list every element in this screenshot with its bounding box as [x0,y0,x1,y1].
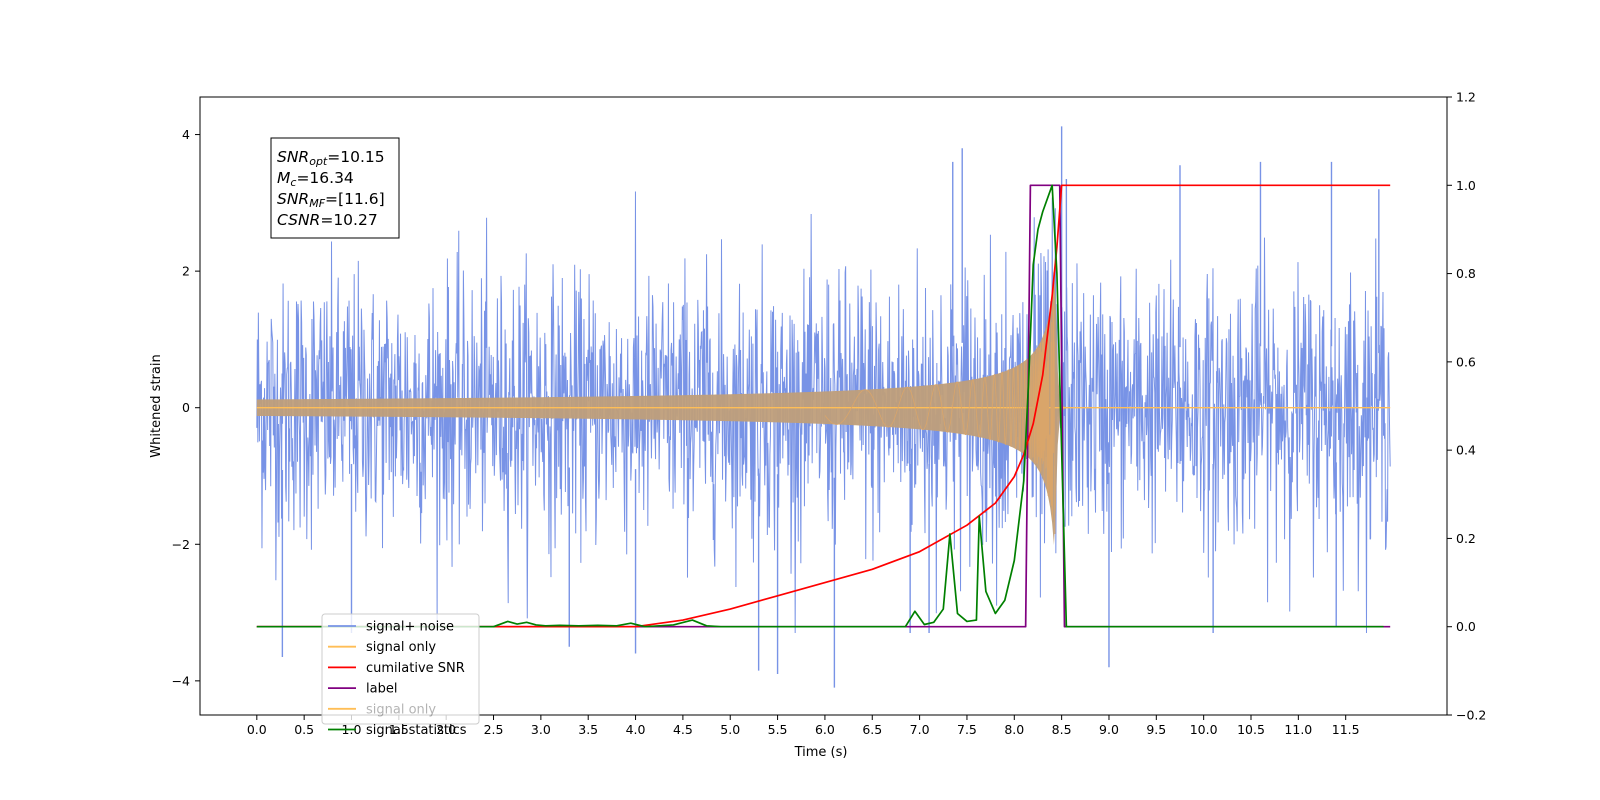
series-layer [256,126,1391,688]
y-left-tick-label: 4 [182,127,190,142]
y-right-tick-label: 0.2 [1456,531,1476,546]
x-tick-label: 0.5 [294,722,314,737]
x-tick-label: 0.0 [247,722,267,737]
y-left-tick-label: 0 [182,400,190,415]
y-axis-left: −4 −2 0 2 4 [172,127,200,688]
legend: signal+ noise signal only cumilative SNR la… [321,613,480,738]
x-tick-label: 9.5 [1146,722,1166,737]
y-axis-right: −0.2 0.0 0.2 0.4 0.6 0.8 1.0 1.2 [1447,90,1486,723]
x-tick-label: 8.5 [1052,722,1072,737]
annotation-frame [270,137,400,239]
plot-frame [199,96,1448,716]
series-signal-only-oscillation [824,275,1056,535]
annotation-line: CSNR=10.27 [277,211,378,229]
x-tick-label: 7.0 [910,722,930,737]
y-left-tick-label: 2 [182,264,190,279]
legend-entry: signal only [366,702,436,717]
x-tick-label: 8.0 [1004,722,1024,737]
x-tick-label: 2.5 [484,722,504,737]
x-tick-label: 11.5 [1332,722,1360,737]
y-right-tick-label: 0.4 [1456,443,1476,458]
legend-entry: label [366,682,397,697]
x-tick-label: 10.0 [1190,722,1218,737]
y-right-tick-label: 1.0 [1456,178,1476,193]
x-tick-label: 4.5 [673,722,693,737]
x-axis: 0.0 0.5 1.0 1.5 2.0 2.5 3.0 3.5 4.0 4.5 5.0 5.5 6.0 6… [247,715,1360,737]
y-right-tick-label: 0.8 [1456,266,1476,281]
x-tick-label: 2.0 [436,722,456,737]
x-tick-label: 10.5 [1237,722,1265,737]
x-tick-label: 5.5 [768,722,788,737]
y-axis-left-label: Whitened strain [149,354,164,457]
legend-entry: signal statistics [366,723,467,738]
x-tick-label: 11.0 [1284,722,1312,737]
annotation-line: Mc=16.34 [277,169,354,189]
annotation-line: SNRopt=10.15 [277,148,385,168]
legend-entry: cumilative SNR [366,661,465,676]
series-cumilative-snr [256,184,1391,628]
x-tick-label: 5.0 [720,722,740,737]
x-tick-label: 1.5 [389,722,409,737]
x-tick-label: 6.5 [862,722,882,737]
x-tick-label: 3.0 [531,722,551,737]
series-signal-statistics [256,184,1384,628]
y-right-tick-label: 0.6 [1456,354,1476,369]
x-axis-label: Time (s) [794,745,848,760]
y-right-tick-label: 0.0 [1456,619,1476,634]
x-tick-label: 3.5 [578,722,598,737]
x-tick-label: 7.5 [957,722,977,737]
y-right-tick-label: 1.2 [1456,90,1476,105]
x-tick-label: 4.0 [626,722,646,737]
y-right-tick-label: −0.2 [1456,708,1486,723]
x-tick-label: 6.0 [815,722,835,737]
annotation-box: SNRopt=10.15Mc=16.34SNRMF=[11.6]CSNR=10.… [270,137,400,239]
y-left-tick-label: −2 [172,537,190,552]
legend-frame [321,613,480,725]
annotation-line: SNRMF=[11.6] [277,190,385,210]
y-left-tick-label: −4 [172,673,190,688]
legend-entry: signal+ noise [366,620,454,635]
x-tick-label: 9.0 [1099,722,1119,737]
legend-entry: signal only [366,640,436,655]
